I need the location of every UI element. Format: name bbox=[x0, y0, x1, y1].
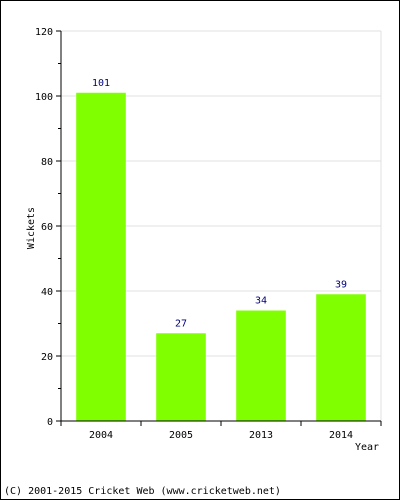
y-axis: 0 20 40 60 80 100 120 bbox=[35, 27, 62, 428]
bar-2013 bbox=[236, 310, 286, 421]
bar-2014 bbox=[316, 294, 366, 421]
y-tick-label: 20 bbox=[41, 352, 53, 363]
x-tick-label-2014: 2014 bbox=[329, 430, 353, 441]
x-tick-label-2013: 2013 bbox=[249, 430, 273, 441]
data-label-2004: 101 bbox=[92, 78, 110, 89]
data-label-2013: 34 bbox=[255, 296, 267, 307]
data-label-2014: 39 bbox=[335, 279, 347, 290]
y-axis-label: Wickets bbox=[26, 207, 37, 249]
bar-2004 bbox=[76, 92, 126, 421]
x-axis-label: Year bbox=[355, 442, 379, 453]
y-tick-label: 100 bbox=[35, 92, 53, 103]
bars bbox=[76, 92, 366, 421]
copyright-footer: (C) 2001-2015 Cricket Web (www.cricketwe… bbox=[4, 486, 281, 497]
y-tick-label: 40 bbox=[41, 287, 53, 298]
value-labels: 101 27 34 39 bbox=[92, 78, 347, 330]
x-axis: 2004 2005 2013 2014 bbox=[60, 420, 382, 441]
x-tick-label-2004: 2004 bbox=[89, 430, 113, 441]
y-tick-label: 120 bbox=[35, 27, 53, 38]
y-tick-label: 60 bbox=[41, 222, 53, 233]
bar-2005 bbox=[156, 333, 206, 421]
y-tick-label: 0 bbox=[47, 417, 53, 428]
x-tick-label-2005: 2005 bbox=[169, 430, 193, 441]
data-label-2005: 27 bbox=[175, 318, 187, 329]
y-tick-label: 80 bbox=[41, 157, 53, 168]
